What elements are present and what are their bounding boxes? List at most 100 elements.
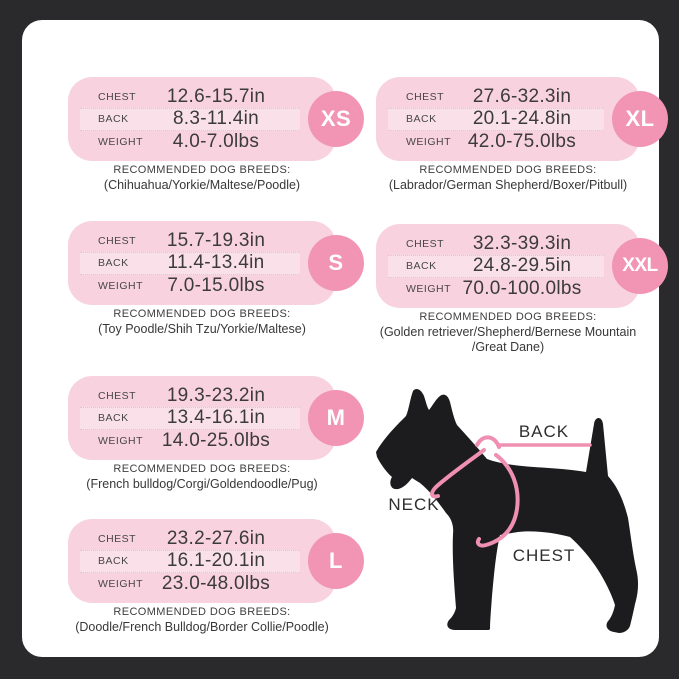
back-row: BACK 20.1-24.8in (388, 107, 604, 131)
chest-row: CHEST 27.6-32.3in (406, 86, 586, 107)
back-row: BACK 13.4-16.1in (80, 406, 300, 430)
back-row: BACK 16.1-20.1in (80, 549, 300, 573)
chest-row: CHEST 15.7-19.3in (98, 230, 282, 251)
weight-label: WEIGHT (406, 282, 451, 295)
weight-row: WEIGHT 42.0-75.0lbs (406, 131, 586, 152)
measurements-m: CHEST 19.3-23.2in BACK 13.4-16.1in WEIGH… (68, 376, 336, 460)
back-value: 13.4-16.1in (166, 407, 266, 428)
weight-label: WEIGHT (98, 279, 143, 292)
chest-row: CHEST 23.2-27.6in (98, 528, 282, 549)
size-badge-s: S (308, 235, 364, 291)
size-badge-xl: XL (612, 91, 668, 147)
weight-value: 14.0-25.0lbs (161, 429, 271, 451)
chest-label: CHEST (406, 237, 445, 250)
weight-value: 42.0-75.0lbs (467, 130, 577, 152)
back-value: 11.4-13.4in (167, 252, 265, 273)
size-card-s: CHEST 15.7-19.3in BACK 11.4-13.4in WEIGH… (68, 221, 364, 305)
weight-label: WEIGHT (98, 577, 143, 590)
weight-row: WEIGHT 23.0-48.0lbs (98, 573, 282, 594)
size-badge-xxl: XXL (612, 238, 668, 294)
breeds-title: RECOMMENDED DOG BREEDS: (113, 164, 291, 176)
back-label: BACK (406, 260, 437, 272)
content-panel: CHEST 12.6-15.7in BACK 8.3-11.4in WEIGHT… (22, 20, 668, 657)
weight-row: WEIGHT 4.0-7.0lbs (98, 131, 282, 152)
breeds-list: (Chihuahua/Yorkie/Maltese/Poodle) (103, 178, 301, 192)
weight-value: 4.0-7.0lbs (172, 130, 260, 152)
dog-diagram-svg (376, 388, 639, 633)
diagram-neck-label: NECK (388, 495, 440, 514)
weight-value: 70.0-100.0lbs (462, 277, 582, 299)
diagram-chest-label: CHEST (512, 546, 576, 565)
weight-value: 7.0-15.0lbs (167, 274, 265, 296)
chest-value: 19.3-23.2in (166, 384, 266, 406)
chest-value: 23.2-27.6in (166, 527, 266, 549)
diagram-back-label: BACK (518, 422, 570, 441)
back-label: BACK (98, 113, 129, 125)
breeds-block-xs: RECOMMENDED DOG BREEDS: (Chihuahua/Yorki… (52, 164, 352, 193)
weight-label: WEIGHT (406, 135, 451, 148)
dog-silhouette (376, 388, 639, 633)
breeds-list: (French bulldog/Corgi/Goldendoodle/Pug) (86, 477, 318, 491)
back-value: 16.1-20.1in (166, 550, 266, 571)
size-badge-l: L (308, 533, 364, 589)
size-card-m: CHEST 19.3-23.2in BACK 13.4-16.1in WEIGH… (68, 376, 364, 460)
chest-row: CHEST 19.3-23.2in (98, 385, 282, 406)
breeds-title: RECOMMENDED DOG BREEDS: (419, 311, 597, 323)
chest-label: CHEST (98, 389, 137, 402)
measurements-s: CHEST 15.7-19.3in BACK 11.4-13.4in WEIGH… (68, 221, 336, 305)
breeds-title: RECOMMENDED DOG BREEDS: (419, 164, 597, 176)
size-card-xxl: CHEST 32.3-39.3in BACK 24.8-29.5in WEIGH… (376, 224, 668, 308)
weight-value: 23.0-48.0lbs (161, 572, 271, 594)
harness-chest-strap (475, 453, 520, 548)
chest-value: 27.6-32.3in (472, 85, 572, 107)
back-value: 24.8-29.5in (472, 255, 572, 276)
back-label: BACK (98, 412, 129, 424)
chest-value: 15.7-19.3in (166, 229, 266, 251)
weight-row: WEIGHT 7.0-15.0lbs (98, 275, 282, 296)
measurements-xs: CHEST 12.6-15.7in BACK 8.3-11.4in WEIGHT… (68, 77, 336, 161)
size-badge-m: M (308, 390, 364, 446)
breeds-list: (Golden retriever/Shepherd/Bernese Mount… (379, 325, 637, 354)
weight-label: WEIGHT (98, 135, 143, 148)
breeds-block-l: RECOMMENDED DOG BREEDS: (Doodle/French B… (52, 606, 352, 635)
breeds-list: (Labrador/German Shepherd/Boxer/Pitbull) (388, 178, 628, 192)
chest-row: CHEST 32.3-39.3in (406, 233, 586, 254)
breeds-block-s: RECOMMENDED DOG BREEDS: (Toy Poodle/Shih… (52, 308, 352, 337)
back-label: BACK (98, 257, 129, 269)
back-value: 20.1-24.8in (472, 108, 572, 129)
back-row: BACK 8.3-11.4in (80, 107, 300, 131)
chest-value: 12.6-15.7in (166, 85, 266, 107)
breeds-block-m: RECOMMENDED DOG BREEDS: (French bulldog/… (52, 463, 352, 492)
measurements-xxl: CHEST 32.3-39.3in BACK 24.8-29.5in WEIGH… (376, 224, 640, 308)
breeds-list: (Toy Poodle/Shih Tzu/Yorkie/Maltese) (98, 322, 306, 336)
size-card-xs: CHEST 12.6-15.7in BACK 8.3-11.4in WEIGHT… (68, 77, 364, 161)
size-card-xl: CHEST 27.6-32.3in BACK 20.1-24.8in WEIGH… (376, 77, 668, 161)
weight-row: WEIGHT 14.0-25.0lbs (98, 430, 282, 451)
measurements-l: CHEST 23.2-27.6in BACK 16.1-20.1in WEIGH… (68, 519, 336, 603)
breeds-title: RECOMMENDED DOG BREEDS: (113, 463, 291, 475)
breeds-block-xl: RECOMMENDED DOG BREEDS: (Labrador/German… (358, 164, 658, 193)
size-card-l: CHEST 23.2-27.6in BACK 16.1-20.1in WEIGH… (68, 519, 364, 603)
breeds-title: RECOMMENDED DOG BREEDS: (113, 606, 291, 618)
back-label: BACK (98, 555, 129, 567)
breeds-list: (Doodle/French Bulldog/Border Collie/Poo… (75, 620, 329, 634)
measurements-xl: CHEST 27.6-32.3in BACK 20.1-24.8in WEIGH… (376, 77, 640, 161)
breeds-block-xxl: RECOMMENDED DOG BREEDS: (Golden retrieve… (358, 311, 658, 355)
chest-value: 32.3-39.3in (472, 232, 572, 254)
chest-label: CHEST (98, 234, 137, 247)
chest-row: CHEST 12.6-15.7in (98, 86, 282, 107)
weight-label: WEIGHT (98, 434, 143, 447)
size-badge-xs: XS (308, 91, 364, 147)
chest-label: CHEST (406, 90, 445, 103)
harness-neck-strap (430, 448, 486, 499)
chest-label: CHEST (98, 90, 137, 103)
breeds-title: RECOMMENDED DOG BREEDS: (113, 308, 291, 320)
back-value: 8.3-11.4in (172, 108, 260, 129)
back-label: BACK (406, 113, 437, 125)
chest-label: CHEST (98, 532, 137, 545)
back-row: BACK 24.8-29.5in (388, 254, 604, 278)
back-row: BACK 11.4-13.4in (80, 251, 300, 275)
weight-row: WEIGHT 70.0-100.0lbs (406, 278, 586, 299)
dog-measurement-diagram (372, 382, 672, 672)
